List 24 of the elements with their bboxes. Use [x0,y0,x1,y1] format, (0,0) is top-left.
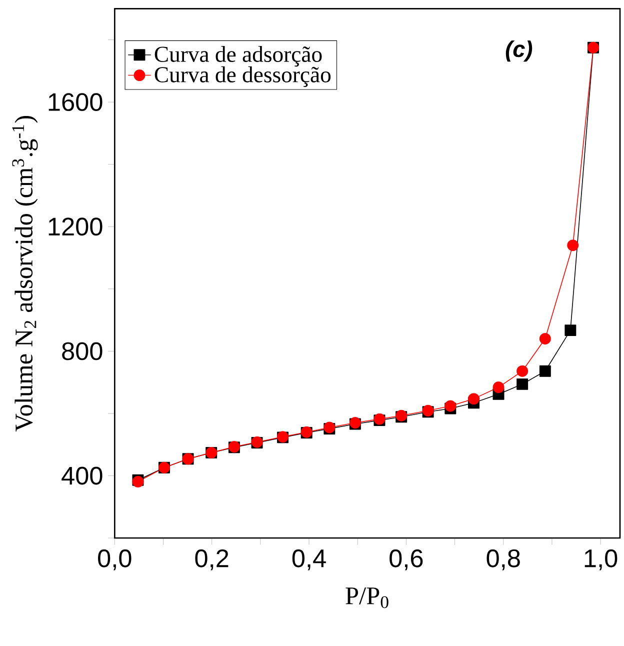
x-tick-label: 0,4 [292,549,326,570]
legend-label: Curva de dessorção [154,66,331,87]
point [492,382,504,394]
point [567,240,579,252]
point [539,332,551,344]
point [468,393,480,405]
x-axis-title: P/P$_{0}$ [346,587,388,608]
y-axis-title: Volume N$_{2}$ adsorvido (cm$^{3}$.g$^{-1}$) [12,116,38,432]
x-tick-label: 0,2 [195,549,228,570]
y-tick-label: 1200 [48,218,102,236]
x-tick-label: 0,6 [390,549,423,570]
point [564,324,576,336]
point [516,378,528,390]
y-tick-label: 1600 [48,93,102,112]
point [516,365,528,377]
x-tick-label: 0,8 [486,549,520,570]
point [444,400,456,412]
legend-label: Curva de adsorção [154,46,322,67]
point [539,365,551,377]
y-tick-label: 800 [62,342,102,360]
x-tick-label: 0,0 [98,549,132,570]
y-tick-label: 400 [62,466,102,485]
annotation: (c) [506,40,532,62]
x-tick-label: 1,0 [584,549,618,570]
